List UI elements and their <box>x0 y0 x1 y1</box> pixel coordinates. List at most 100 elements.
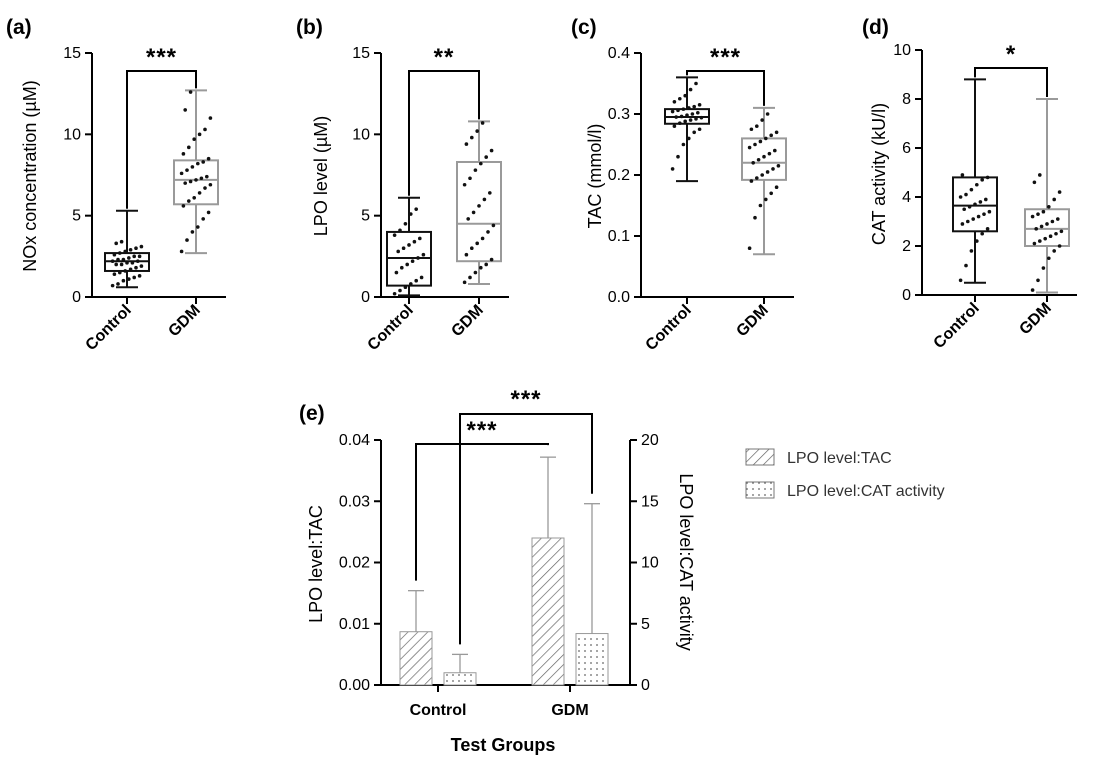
data-point <box>764 197 768 202</box>
significance-bracket-a <box>126 70 197 209</box>
data-point <box>978 200 983 204</box>
data-point <box>758 139 763 144</box>
data-point <box>681 107 686 111</box>
data-point <box>1030 288 1035 292</box>
data-point <box>1052 249 1056 253</box>
data-point <box>201 217 205 221</box>
data-point <box>190 165 195 169</box>
data-point <box>967 205 972 209</box>
data-point <box>484 155 489 159</box>
legend-swatch-dots <box>745 481 775 499</box>
data-point <box>470 246 474 250</box>
significance-bracket-d <box>974 67 1048 97</box>
data-point <box>773 148 777 153</box>
y-tick-label-d: 0 <box>902 287 911 304</box>
data-point <box>470 135 474 140</box>
data-point <box>971 217 975 221</box>
data-point <box>462 182 467 187</box>
data-point <box>1039 224 1044 229</box>
data-point <box>137 274 142 278</box>
data-point <box>400 265 404 270</box>
data-point <box>392 291 397 296</box>
data-point <box>121 257 126 262</box>
data-point <box>464 142 469 146</box>
x-tick-label-e-gdm: GDM <box>551 702 588 719</box>
y-tick-label-a: 0 <box>72 289 81 306</box>
y-tick-label-a: 15 <box>63 45 81 62</box>
significance-label-e-tac: *** <box>466 417 497 444</box>
y-tick-label-e-right: 10 <box>641 555 659 572</box>
data-point <box>403 285 408 290</box>
data-point <box>132 254 136 259</box>
data-point <box>112 252 117 257</box>
data-point <box>114 262 118 267</box>
data-point <box>672 124 677 128</box>
data-point <box>678 121 682 125</box>
data-point <box>958 278 963 283</box>
data-point <box>136 259 140 264</box>
data-point <box>181 204 186 208</box>
bar-lpo-cat-gdm <box>575 633 609 686</box>
box-d-gdm <box>1024 98 1070 294</box>
data-point <box>683 93 687 98</box>
data-point <box>137 254 142 259</box>
data-point <box>670 167 675 171</box>
y-tick-label-d: 10 <box>893 42 911 59</box>
bar-lpo-cat-control <box>443 672 477 686</box>
data-point <box>980 231 984 236</box>
y-axis-title-c: TAC (mmol/l) <box>585 124 605 229</box>
legend: LPO level:TAC LPO level:CAT activity <box>745 448 945 500</box>
y-tick-label-b: 0 <box>361 289 370 306</box>
bar-lpo-tac-control <box>399 631 433 686</box>
data-point <box>196 225 200 229</box>
data-point <box>767 151 772 156</box>
data-point <box>975 239 979 243</box>
data-point <box>416 256 420 260</box>
y-tick-label-d: 8 <box>902 91 911 108</box>
data-point <box>114 241 118 246</box>
panel-label-d: (d) <box>862 16 889 39</box>
panel-e: 0.00 0.01 0.02 0.03 0.04 0 5 10 15 20 Control GDM **… <box>339 386 659 719</box>
data-point <box>769 191 773 196</box>
data-point <box>687 136 691 141</box>
y-tick-label-d: 4 <box>902 189 911 206</box>
data-point <box>670 109 675 114</box>
data-point <box>409 212 413 216</box>
data-point <box>409 282 413 286</box>
data-point <box>1036 278 1040 283</box>
data-point <box>960 173 965 177</box>
data-point <box>127 277 131 281</box>
significance-bracket-e-cat <box>459 413 593 645</box>
data-point <box>181 152 186 156</box>
data-point <box>127 256 131 260</box>
data-point <box>674 115 678 119</box>
data-point <box>403 222 408 226</box>
panel-d: 0 2 4 6 8 10 Control GDM * <box>893 41 1077 352</box>
significance-label-a: *** <box>146 44 177 71</box>
data-point <box>118 251 122 255</box>
y-tick-label-e-right: 15 <box>641 493 659 510</box>
legend-label-lpo-tac: LPO level:TAC <box>787 450 892 467</box>
data-point <box>683 119 687 124</box>
data-point <box>1034 227 1038 231</box>
data-point <box>687 106 691 110</box>
data-point <box>776 164 781 168</box>
data-point <box>139 264 144 268</box>
data-point <box>414 207 419 211</box>
y-axis-title-e-right: LPO level:CAT activity <box>676 473 696 650</box>
data-point <box>488 191 492 195</box>
data-point <box>1054 231 1058 236</box>
data-point <box>749 179 754 183</box>
y-tick-label-b: 15 <box>352 45 370 62</box>
x-tick-label-c-control: Control <box>643 302 695 354</box>
data-point <box>205 174 209 179</box>
data-point <box>489 148 494 153</box>
data-point <box>112 272 117 277</box>
data-point <box>762 154 766 159</box>
data-point <box>464 252 469 257</box>
data-point <box>769 133 773 138</box>
data-point <box>421 252 426 257</box>
data-point <box>774 185 779 189</box>
data-point <box>489 257 494 262</box>
